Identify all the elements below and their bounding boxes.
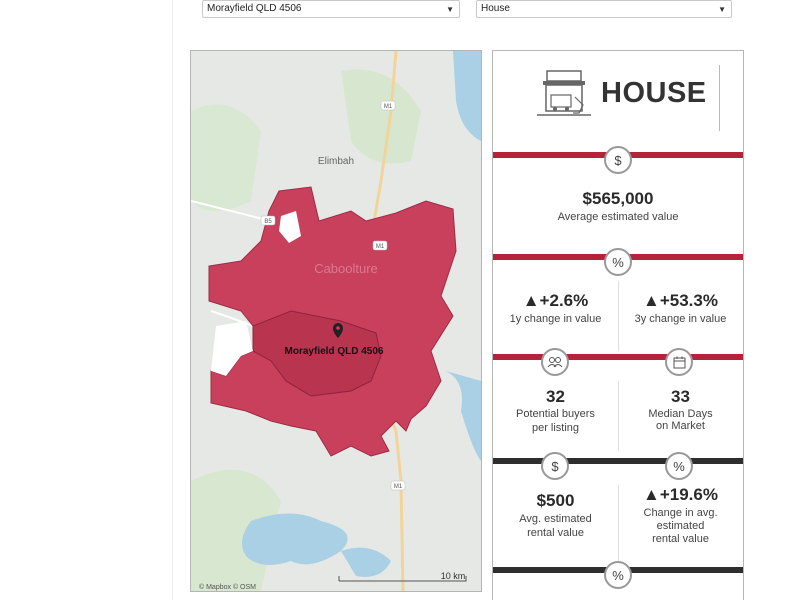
water	[453, 51, 481, 141]
one-year-change: ▲+2.6%	[522, 291, 589, 310]
percent-icon: %	[604, 248, 632, 276]
three-year-change: ▲+53.3%	[643, 291, 718, 310]
percent-icon: %	[604, 561, 632, 589]
rental-change-label-line2: estimated	[656, 520, 705, 532]
house-garage-icon	[537, 70, 591, 116]
road-label: B5	[264, 219, 272, 225]
road-label: M1	[376, 244, 385, 250]
left-panel-divider	[172, 0, 173, 600]
left-panel	[0, 0, 172, 600]
average-value: $565,000	[582, 189, 654, 208]
average-value-label: Average estimated value	[557, 211, 679, 223]
excluded-area	[279, 211, 301, 243]
percent-icon: %	[665, 452, 693, 480]
rental-change-label-line3: rental value	[652, 533, 709, 545]
property-type-select-value: House	[481, 3, 510, 14]
lake	[242, 513, 348, 565]
location-select[interactable]: Morayfield QLD 4506 ▼	[202, 0, 460, 18]
road-badge	[390, 480, 406, 491]
map[interactable]: M1 M1 M1 B5 Elimbah Caboolture Morayfiel…	[190, 50, 482, 592]
water	[446, 371, 481, 461]
column-divider	[618, 281, 619, 351]
section-band	[493, 458, 743, 464]
park-area	[191, 104, 261, 211]
morayfield-region[interactable]	[252, 310, 382, 397]
section-band	[493, 354, 743, 360]
property-summary-card: HOUSE $ $565,000 Average estimated value…	[492, 50, 744, 600]
dollar-icon: $	[541, 452, 569, 480]
rental-change: ▲+19.6%	[643, 485, 718, 504]
dollar-icon: $	[604, 146, 632, 174]
park-area	[341, 69, 421, 164]
road-label: M1	[384, 104, 393, 110]
chevron-down-icon: ▼	[446, 5, 454, 14]
road-badge	[380, 100, 396, 111]
median-days-label-line2: on Market	[656, 420, 705, 432]
location-select-value: Morayfield QLD 4506	[207, 3, 302, 14]
map-pin-icon[interactable]	[333, 323, 343, 338]
property-type-select[interactable]: House ▼	[476, 0, 732, 18]
road-badge	[372, 240, 388, 251]
lake	[341, 547, 391, 577]
potential-buyers: 32	[546, 387, 565, 406]
potential-buyers-label-line1: Potential buyers	[516, 408, 595, 420]
rental-value: $500	[536, 491, 575, 510]
header-divider	[719, 65, 720, 131]
potential-buyers-label-line2: per listing	[531, 422, 580, 434]
calendar-icon	[665, 348, 693, 376]
buyers-icon	[541, 348, 569, 376]
chevron-down-icon: ▼	[718, 5, 726, 14]
map-pin-dot	[336, 326, 340, 330]
map-canvas[interactable]: M1 M1 M1 B5 Elimbah Caboolture Morayfiel…	[191, 51, 481, 591]
map-attribution: © Mapbox © OSM	[199, 583, 256, 591]
column-divider	[618, 381, 619, 451]
three-year-change-label: 3y change in value	[634, 313, 727, 325]
town-label-elimbah: Elimbah	[318, 156, 354, 167]
median-days-label-line1: Median Days	[648, 408, 713, 420]
scale-label: 10 km	[441, 571, 466, 581]
one-year-change-label: 1y change in value	[509, 313, 602, 325]
scale-bar	[338, 576, 467, 582]
road-label: M1	[394, 484, 403, 490]
property-type-title: HOUSE	[601, 77, 707, 109]
rental-value-label-line2: rental value	[527, 527, 584, 539]
column-divider	[618, 485, 619, 565]
median-days: 33	[671, 387, 690, 406]
road-badge	[260, 215, 276, 226]
rental-value-label-line1: Avg. estimated	[519, 513, 592, 525]
excluded-area	[211, 321, 253, 376]
town-label-caboolture: Caboolture	[314, 261, 378, 276]
rental-change-label-line1: Change in avg.	[643, 507, 718, 519]
marker-label: Morayfield QLD 4506	[285, 346, 384, 357]
